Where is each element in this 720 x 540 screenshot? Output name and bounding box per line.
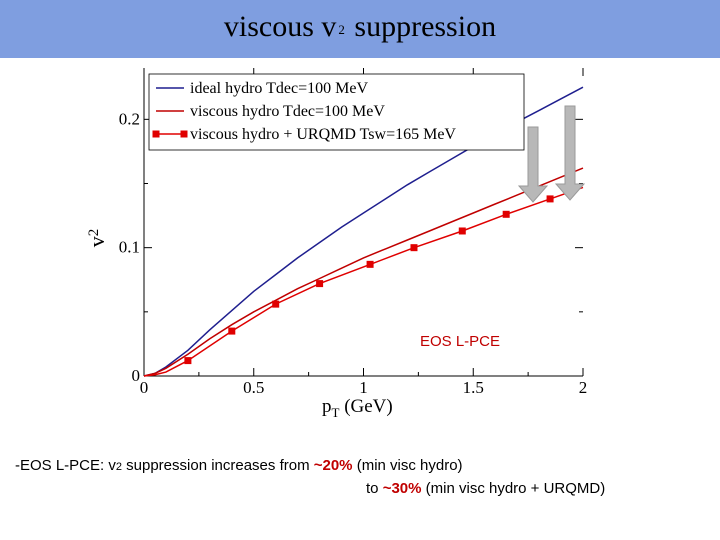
y-axis-label: v2 xyxy=(84,229,109,248)
y-tick-label-2: 0.2 xyxy=(119,109,140,128)
legend-label-2: viscous hydro + URQMD Tsw=165 MeV xyxy=(190,126,456,143)
footer-mid: suppression increases from xyxy=(121,457,314,474)
eos-annotation: EOS L-PCE xyxy=(420,333,500,350)
y-tick-label-0: 0 xyxy=(132,366,141,385)
footer-line-2: to ~30% (min visc hydro + URQMD) xyxy=(366,480,605,497)
legend-label-1: viscous hydro Tdec=100 MeV xyxy=(190,103,385,120)
x-tick-label-4: 2 xyxy=(579,378,588,397)
series-line-2 xyxy=(143,186,584,377)
series-point-2-6 xyxy=(316,280,324,288)
legend-label-0: ideal hydro Tdec=100 MeV xyxy=(190,80,368,97)
series-layer xyxy=(143,86,584,377)
x-axis-label: pT (GeV) xyxy=(322,396,393,420)
legend-box xyxy=(148,73,525,151)
footer-suffix-1: (min visc hydro) xyxy=(352,457,463,474)
series-point-2-10 xyxy=(502,210,510,218)
arrow-hydro xyxy=(517,126,549,203)
legend-marker-2-b xyxy=(180,130,188,138)
x-axis-label-sub: T xyxy=(332,405,340,420)
footer-pct-20: ~20% xyxy=(313,457,353,474)
x-tick-label-3: 1.5 xyxy=(463,378,484,397)
footer-to: to xyxy=(366,480,383,497)
x-tick-label-2: 1 xyxy=(359,378,368,397)
footer-v-sub: 2 xyxy=(115,461,122,473)
series-point-2-5 xyxy=(272,300,280,308)
footer-pct-30: ~30% xyxy=(382,480,422,497)
series-point-2-11 xyxy=(546,195,554,203)
series-line-1 xyxy=(143,167,584,377)
footer-line-1: -EOS L-PCE: v2 suppression increases fro… xyxy=(15,457,463,474)
x-tick-label-0: 0 xyxy=(140,378,149,397)
x-axis-label-unit: (GeV) xyxy=(339,396,392,417)
y-tick-label-1: 0.1 xyxy=(119,238,140,257)
plot-frame xyxy=(143,68,584,377)
legend-marker-2-a xyxy=(152,130,160,138)
arrow-urqmd xyxy=(554,105,586,201)
tick-labels: 0 0.5 1 1.5 2 0 0.1 0.2 xyxy=(119,109,588,397)
footer-prefix: -EOS L-PCE: xyxy=(15,457,109,474)
series-point-2-4 xyxy=(228,327,236,335)
series-point-2-7 xyxy=(366,260,374,268)
series-point-2-8 xyxy=(410,244,418,252)
footer-v: v xyxy=(108,457,116,474)
y-axis-label-sub: 2 xyxy=(86,229,102,237)
legend: ideal hydro Tdec=100 MeV viscous hydro Td… xyxy=(148,73,525,151)
title-before: viscous v xyxy=(223,10,337,43)
series-point-2-9 xyxy=(458,227,466,235)
title-bar xyxy=(0,0,720,58)
x-tick-label-1: 0.5 xyxy=(243,378,264,397)
x-axis-label-main: p xyxy=(322,396,332,417)
series-point-2-3 xyxy=(184,357,192,365)
footer-suffix-2: (min visc hydro + URQMD) xyxy=(421,480,606,497)
title-after: suppression xyxy=(346,10,497,43)
suppression-arrows xyxy=(517,105,586,203)
title-subscript: 2 xyxy=(338,22,345,37)
y-axis-label-main: v xyxy=(84,236,109,247)
